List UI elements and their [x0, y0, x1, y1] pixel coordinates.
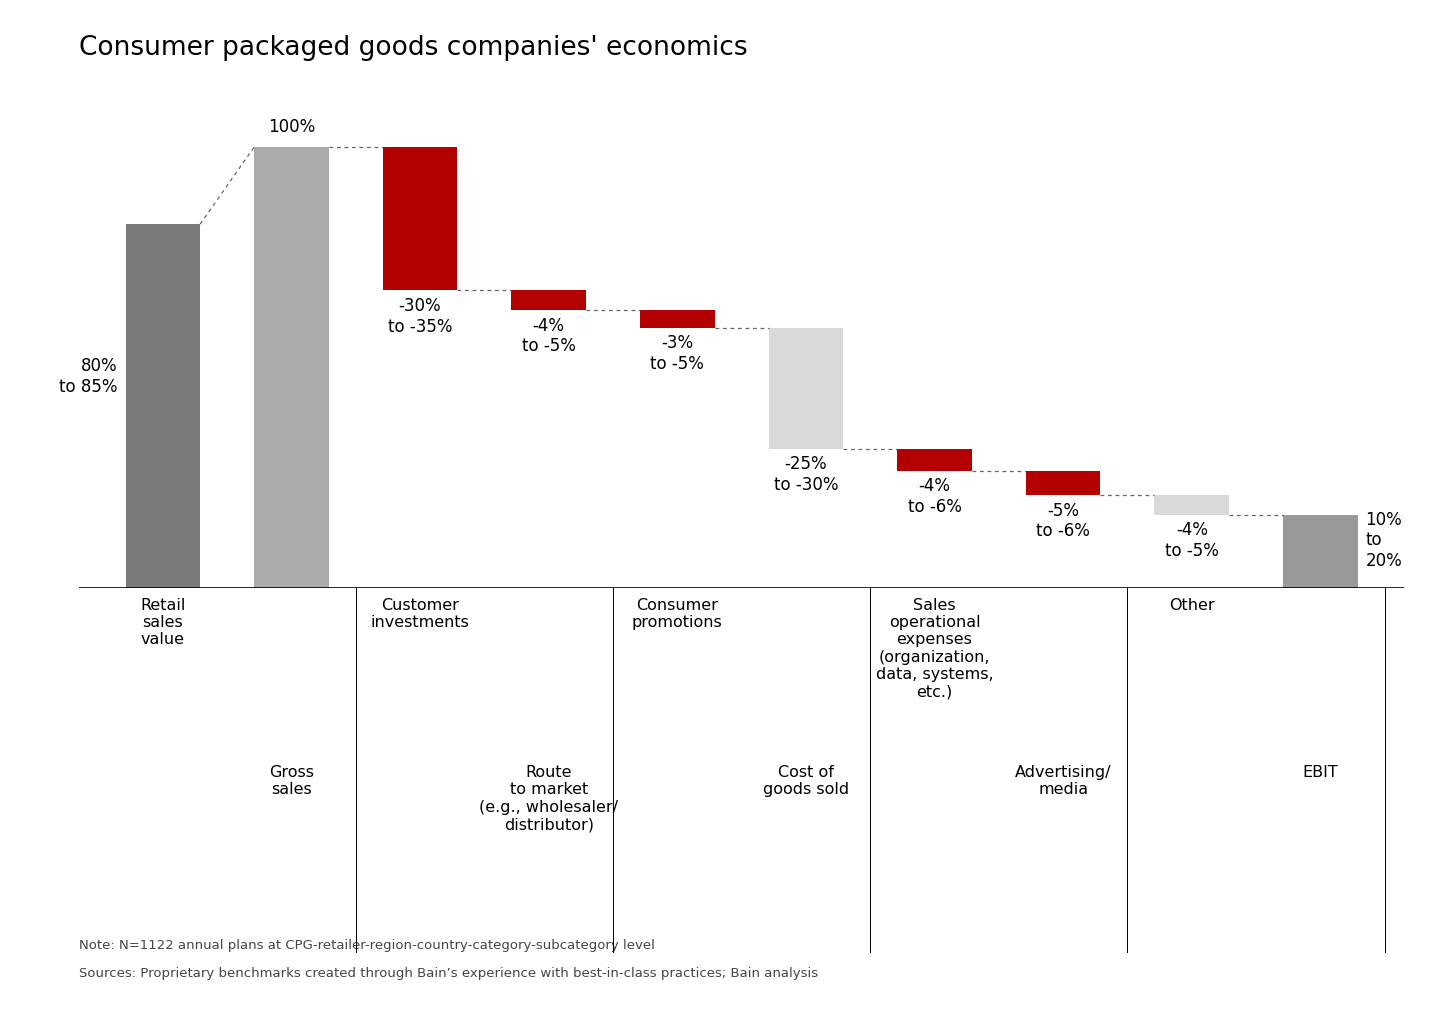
Bar [1155, 495, 1230, 515]
Text: Retail
sales
value: Retail sales value [140, 598, 186, 647]
Text: -4%
to -6%: -4% to -6% [907, 477, 962, 517]
Bar [769, 327, 844, 449]
Bar [125, 224, 200, 588]
Bar [1283, 515, 1358, 588]
Text: Consumer packaged goods companies' economics: Consumer packaged goods companies' econo… [79, 35, 747, 62]
Text: 10%
to
20%: 10% to 20% [1365, 511, 1403, 570]
Text: Customer
investments: Customer investments [370, 598, 469, 630]
Bar [253, 147, 328, 588]
Bar [639, 310, 714, 327]
Text: -5%
to -6%: -5% to -6% [1037, 501, 1090, 541]
Text: -4%
to -5%: -4% to -5% [1165, 522, 1218, 560]
Text: Sources: Proprietary benchmarks created through Bain’s experience with best-in-c: Sources: Proprietary benchmarks created … [79, 966, 818, 980]
Bar [511, 291, 586, 310]
Text: Route
to market
(e.g., wholesaler/
distributor): Route to market (e.g., wholesaler/ distr… [480, 765, 618, 832]
Bar [897, 449, 972, 471]
Text: -30%
to -35%: -30% to -35% [387, 297, 452, 335]
Text: 80%
to 85%: 80% to 85% [59, 358, 118, 396]
Text: Consumer
promotions: Consumer promotions [632, 598, 723, 630]
Text: -3%
to -5%: -3% to -5% [651, 334, 704, 373]
Text: EBIT: EBIT [1303, 765, 1338, 780]
Text: -4%
to -5%: -4% to -5% [521, 317, 576, 356]
Text: Cost of
goods sold: Cost of goods sold [763, 765, 850, 797]
Text: 100%: 100% [268, 119, 315, 136]
Text: Advertising/
media: Advertising/ media [1015, 765, 1112, 797]
Text: Note: N=1122 annual plans at CPG-retailer-region-country-category-subcategory le: Note: N=1122 annual plans at CPG-retaile… [79, 939, 655, 952]
Text: -25%
to -30%: -25% to -30% [773, 456, 838, 494]
Bar [1025, 471, 1100, 495]
Bar [383, 147, 458, 291]
Text: Sales
operational
expenses
(organization,
data, systems,
etc.): Sales operational expenses (organization… [876, 598, 994, 700]
Text: Gross
sales: Gross sales [269, 765, 314, 797]
Text: Other: Other [1169, 598, 1214, 613]
